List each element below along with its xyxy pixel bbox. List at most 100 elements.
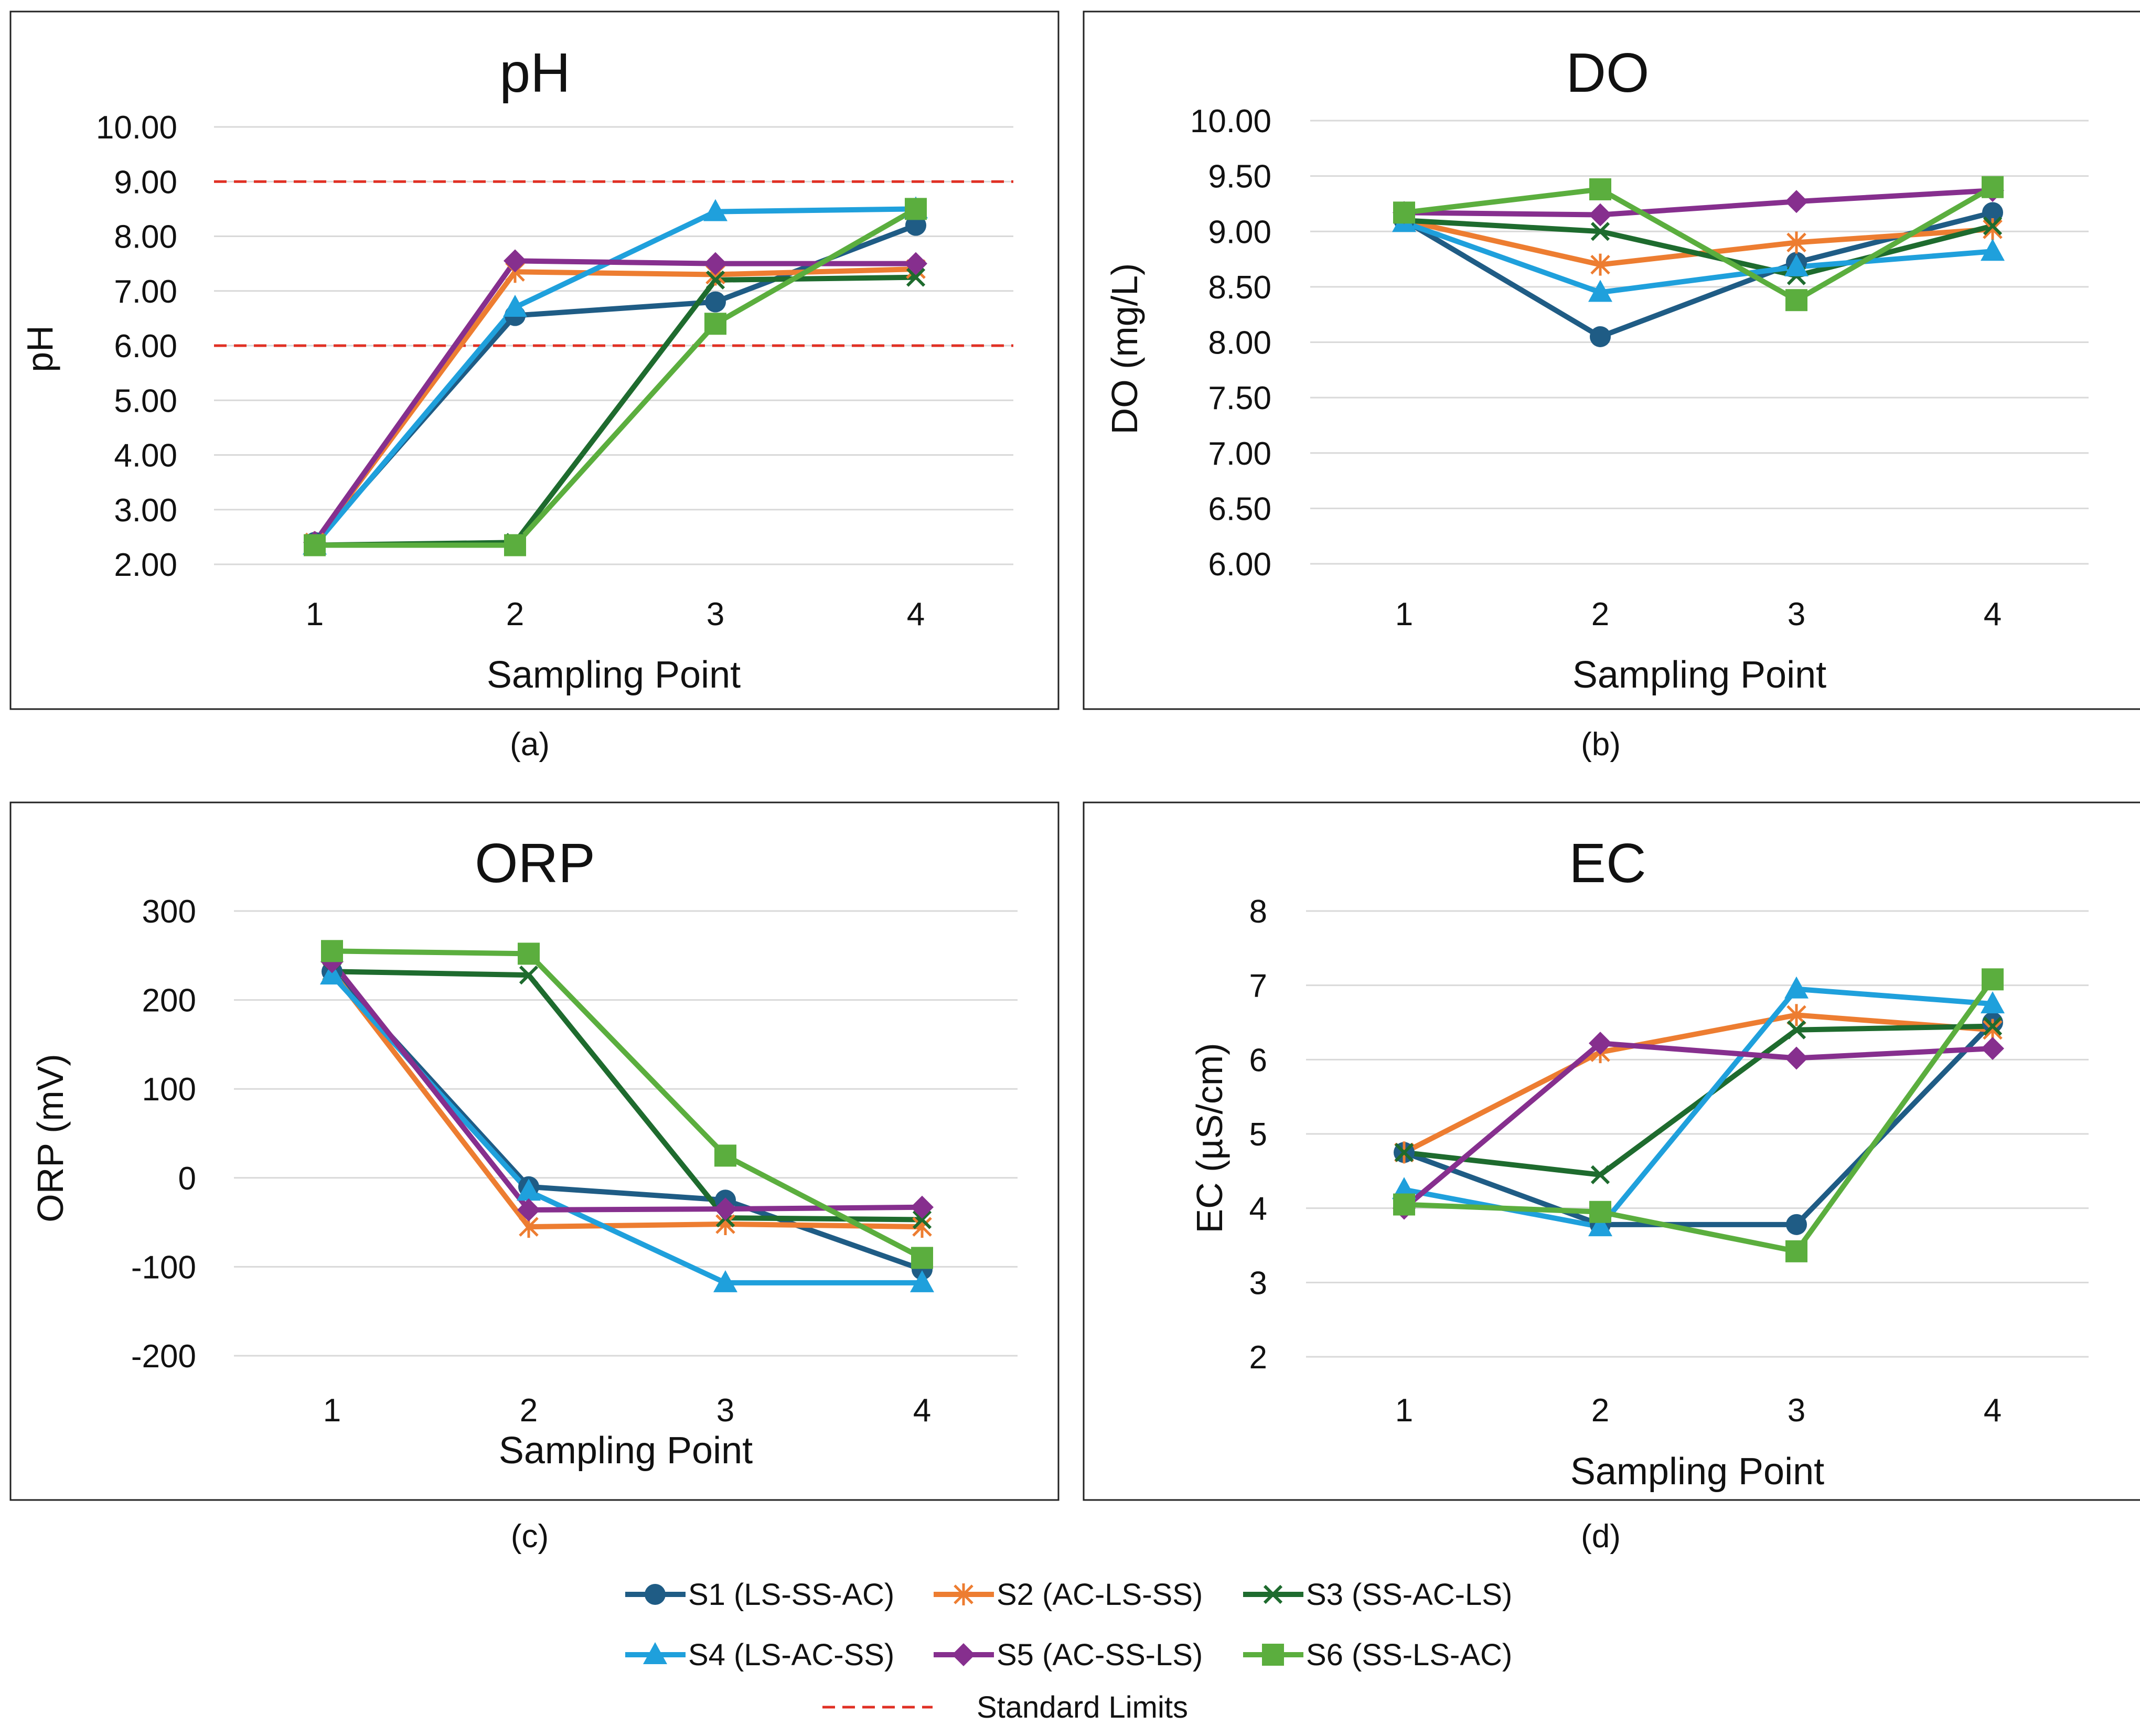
y-tick-label: 4.00 [114, 438, 177, 474]
chart-panel: 2.00 3.00 4.00 5.00 6.00 7.00 8.00 9.00 10.00 1 2 3… [9, 10, 1060, 763]
data-point [1785, 1240, 1807, 1262]
series-line [1402, 1041, 1993, 1210]
x-tick-label: 3 [707, 596, 724, 633]
y-tick-label: 0 [178, 1161, 196, 1197]
legend-marker [952, 1643, 975, 1666]
y-axis-label: DO (mg/L) [1104, 263, 1145, 435]
legend-marker [1263, 1584, 1283, 1604]
y-tick-label: 8.00 [114, 219, 177, 255]
x-tick-label: 3 [1788, 1392, 1805, 1429]
data-point [705, 270, 725, 290]
series-line [312, 266, 916, 544]
data-point [1588, 1214, 1612, 1237]
chart-border [9, 10, 1060, 710]
x-tick-label: 1 [323, 1392, 341, 1429]
data-point [1981, 1037, 2004, 1060]
x-axis-label: Sampling Point [499, 1430, 753, 1472]
y-tick-label: 7.50 [1208, 380, 1271, 416]
chart-panel: 2 3 4 5 6 7 8 1 2 3 4 EC EC (µS/cm) Sampling Point (d) [1083, 801, 2140, 1555]
data-point [1590, 1165, 1610, 1185]
x-tick-label: 3 [1788, 596, 1805, 633]
chart-title: EC [1569, 832, 1646, 894]
series-line [1404, 978, 1995, 1254]
data-point [911, 1247, 933, 1269]
data-point [1784, 254, 1809, 276]
data-point [905, 198, 927, 220]
chart-border [1083, 10, 2140, 710]
data-point [1982, 176, 2004, 198]
series-line [1403, 220, 1993, 295]
x-tick-label: 4 [907, 596, 925, 633]
data-point [517, 1198, 540, 1221]
data-point [704, 313, 726, 335]
x-axis-label: Sampling Point [1572, 654, 1826, 696]
y-tick-label: 10.00 [96, 110, 177, 146]
x-tick-label: 1 [306, 596, 324, 633]
y-tick-label: 6 [1249, 1042, 1267, 1078]
panel-label: (a) [510, 726, 550, 763]
y-tick-label: 7 [1249, 968, 1267, 1004]
y-tick-label: 300 [142, 894, 196, 930]
y-tick-label: 6.50 [1208, 491, 1271, 527]
data-point [519, 965, 539, 985]
legend-label: S4 (LS-AC-SS) [688, 1638, 894, 1672]
data-point [714, 1197, 737, 1221]
x-tick-label: 2 [1591, 1392, 1609, 1429]
x-tick-label: 3 [716, 1392, 734, 1429]
x-tick-label: 4 [913, 1392, 931, 1429]
data-point [904, 252, 927, 275]
x-tick-label: 2 [520, 1392, 538, 1429]
x-tick-label: 1 [1395, 596, 1413, 633]
panel-label: (b) [1581, 726, 1621, 763]
y-tick-label: 10.00 [1190, 103, 1271, 140]
y-axis-label: pH [19, 325, 60, 372]
legend-label: S2 (AC-LS-SS) [997, 1578, 1203, 1612]
data-point [304, 534, 326, 556]
data-point [1786, 231, 1806, 254]
series-line [1403, 1012, 1993, 1155]
data-point [1394, 1143, 1414, 1162]
legend-label: S5 (AC-SS-LS) [997, 1638, 1203, 1672]
data-point [518, 942, 540, 965]
series-line [331, 948, 924, 1260]
y-tick-label: -100 [131, 1249, 196, 1285]
y-axis-label: EC (µS/cm) [1189, 1043, 1230, 1233]
data-point [1590, 253, 1610, 276]
data-point [1983, 1016, 2003, 1036]
data-point [1393, 1193, 1415, 1216]
x-tick-label: 2 [1591, 596, 1609, 633]
legend-item: S2 (AC-LS-SS) [934, 1578, 1203, 1612]
y-tick-label: 6.00 [1208, 546, 1271, 583]
y-tick-label: 200 [142, 983, 196, 1019]
data-point [1785, 1046, 1808, 1070]
y-axis-label: ORP (mV) [30, 1054, 71, 1223]
data-point [504, 534, 526, 556]
y-tick-label: 3 [1249, 1265, 1267, 1301]
data-point [1983, 216, 2003, 235]
series-line [1404, 188, 1993, 218]
legend-item: S4 (LS-AC-SS) [625, 1638, 894, 1672]
chart-panel: -200 -100 0 100 200 300 1 2 3 4 ORP ORP (mV) Samplin… [9, 801, 1060, 1555]
legend-label: S6 (SS-LS-AC) [1306, 1638, 1512, 1672]
chart-title: DO [1566, 42, 1650, 104]
x-tick-label: 2 [506, 596, 524, 633]
series-line [315, 207, 917, 548]
chart-panel: 6.00 6.50 7.00 7.50 8.00 8.50 9.00 9.50 10.00 1 2 3… [1083, 10, 2140, 763]
chart-border [9, 801, 1060, 1501]
series-line [1404, 1023, 1993, 1177]
data-point [713, 1270, 737, 1292]
series-line [330, 970, 923, 1230]
data-point [320, 962, 344, 985]
series-line [1403, 1021, 1995, 1227]
data-point [905, 215, 926, 236]
chart-border [1083, 801, 2140, 1501]
data-point [1589, 1201, 1611, 1223]
y-tick-label: 8.00 [1208, 325, 1271, 361]
x-tick-label: 4 [1984, 596, 2002, 633]
series-line [331, 969, 923, 1223]
chart-title: ORP [475, 832, 595, 894]
legend-marker [1262, 1644, 1284, 1666]
y-tick-label: -200 [131, 1338, 196, 1375]
y-tick-label: 6.00 [114, 328, 177, 365]
data-point [1786, 1004, 1806, 1026]
